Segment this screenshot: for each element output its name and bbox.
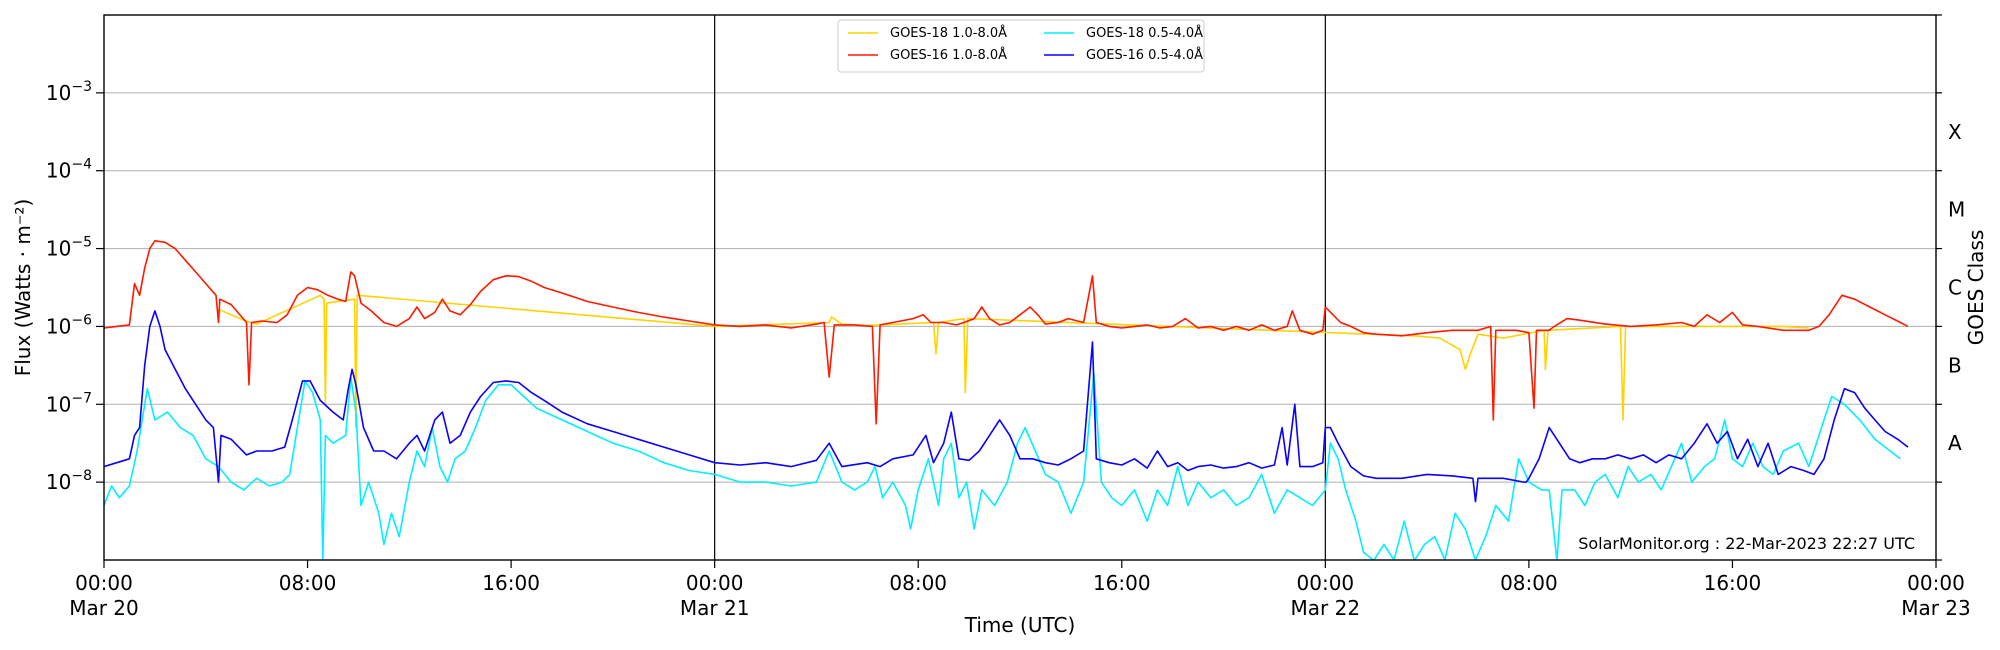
plot-area-frame (103, 14, 1937, 561)
x-tick-date-label: Mar 22 (1291, 596, 1361, 620)
goes-class-axis: A B C M X (1948, 120, 1965, 455)
x-tick-label: 16:00 (1093, 571, 1151, 595)
series-line-1 (218, 294, 1809, 429)
x-tick-label: 08:00 (1500, 571, 1558, 595)
legend-label: GOES-16 0.5-4.0Å (1086, 47, 1203, 63)
goes-class-label: B (1948, 353, 1962, 377)
series-line-3 (104, 240, 1909, 425)
legend-frame (837, 19, 1205, 73)
series-line-4 (104, 310, 1909, 503)
x-tick-label: 16:00 (1704, 571, 1762, 595)
y-tick-label: 10−5 (46, 235, 92, 261)
grid-layer (104, 14, 1936, 483)
goes-class-label: M (1948, 198, 1965, 222)
x-tick-date-label: Mar 21 (680, 596, 750, 620)
y-axis: 10−8 10−7 10−6 10−5 10−4 10−3 (46, 14, 1942, 561)
y-tick-label: 10−8 (46, 468, 92, 494)
x-tick-label: 00:00 (1297, 571, 1355, 595)
legend: GOES-18 1.0-8.0Å GOES-16 1.0-8.0Å GOES-18 … (837, 19, 1205, 73)
legend-label: GOES-16 1.0-8.0Å (890, 47, 1007, 63)
x-tick-date-label: Mar 23 (1901, 596, 1971, 620)
x-tick-date-label: Mar 20 (69, 596, 139, 620)
goes-class-label: A (1948, 431, 1962, 455)
legend-label: GOES-18 1.0-8.0Å (890, 25, 1007, 41)
goes-class-label: C (1948, 276, 1962, 300)
y-axis-title: Flux (Watts · m⁻²) (11, 199, 35, 377)
series-layer (104, 240, 1909, 560)
y-tick-label: 10−4 (46, 157, 92, 183)
x-tick-label: 00:00 (1907, 571, 1965, 595)
y-tick-label: 10−6 (46, 312, 92, 338)
y-tick-label: 10−3 (46, 79, 92, 105)
goes-class-label: X (1948, 120, 1962, 144)
x-axis-title: Time (UTC) (964, 613, 1076, 637)
x-tick-label: 00:00 (75, 571, 133, 595)
series-line-2 (104, 372, 1901, 560)
watermark-text: SolarMonitor.org : 22-Mar-2023 22:27 UTC (1578, 534, 1915, 553)
x-tick-label: 16:00 (482, 571, 540, 595)
goes-class-axis-title: GOES Class (1964, 230, 1988, 346)
x-tick-label: 00:00 (686, 571, 744, 595)
legend-label: GOES-18 0.5-4.0Å (1086, 25, 1203, 41)
day-boundary-lines (714, 15, 1326, 560)
y-tick-label: 10−7 (46, 390, 92, 416)
x-tick-label: 08:00 (889, 571, 947, 595)
x-tick-label: 08:00 (279, 571, 337, 595)
